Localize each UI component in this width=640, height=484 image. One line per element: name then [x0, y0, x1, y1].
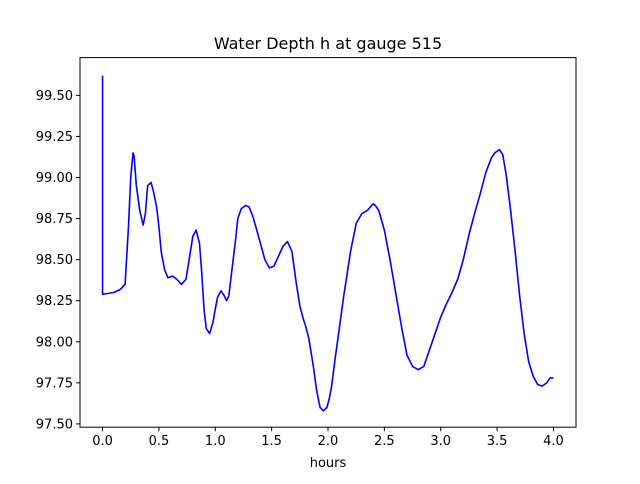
x-tick-label: 3.0	[430, 434, 451, 449]
y-tick-label: 97.50	[36, 417, 73, 432]
x-tick-label: 2.5	[374, 434, 395, 449]
x-tick-label: 1.5	[261, 434, 282, 449]
y-tick-label: 97.75	[36, 376, 73, 391]
x-tick-label: 0.0	[92, 434, 113, 449]
y-tick-label: 99.50	[36, 89, 73, 104]
y-tick-label: 98.00	[36, 335, 73, 350]
x-axis-label: hours	[310, 456, 347, 471]
x-tick-label: 3.5	[487, 434, 508, 449]
y-tick-label: 99.25	[36, 130, 73, 145]
y-tick-label: 98.75	[36, 212, 73, 227]
chart-title: Water Depth h at gauge 515	[214, 34, 442, 53]
y-tick-label: 98.50	[36, 253, 73, 268]
x-tick-label: 2.0	[318, 434, 339, 449]
x-tick-label: 0.5	[149, 434, 170, 449]
y-tick-label: 99.00	[36, 171, 73, 186]
x-tick-label: 1.0	[205, 434, 226, 449]
x-tick-label: 4.0	[543, 434, 564, 449]
series-line-0	[101, 75, 554, 412]
y-tick-label: 98.25	[36, 294, 73, 309]
